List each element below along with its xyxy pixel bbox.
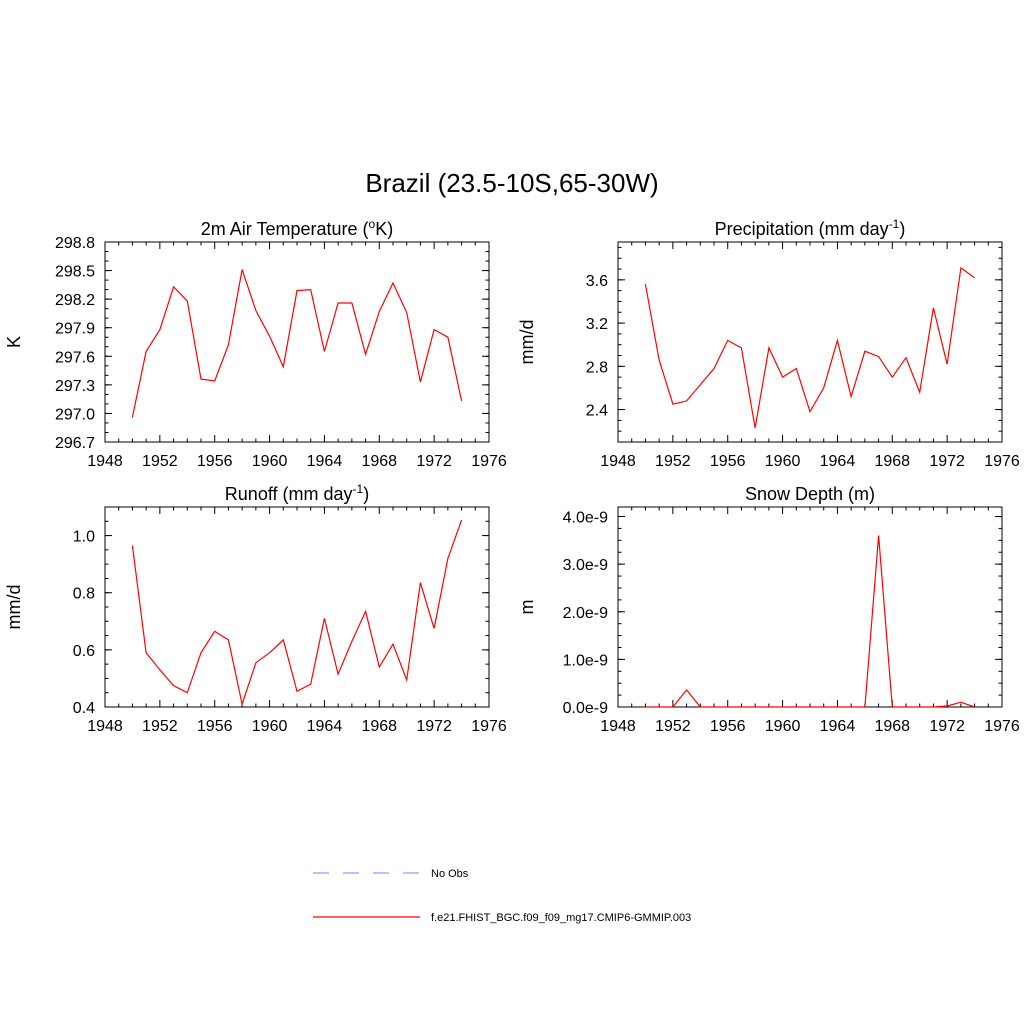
panel-title-text: Precipitation (mm day [715, 219, 889, 239]
panel-title-text: Snow Depth (m) [745, 484, 875, 504]
x-tick-label: 1964 [307, 453, 343, 470]
x-tick-label: 1968 [874, 718, 910, 735]
x-tick-label: 1968 [361, 718, 397, 735]
panel-title: 2m Air Temperature (oK) [201, 217, 393, 239]
y-tick-label: 298.2 [55, 292, 95, 309]
x-tick-label: 1964 [307, 718, 343, 735]
legend-label-1: f.e21.FHIST_BGC.f09_f09_mg17.CMIP6-GMMIP… [431, 912, 691, 924]
y-tick-label: 1.0e-9 [563, 652, 608, 669]
panel-title-superscript: -1 [353, 482, 364, 496]
x-tick-label: 1976 [984, 453, 1020, 470]
y-axis-label: K [4, 336, 24, 348]
panel-title-superscript: o [369, 217, 376, 231]
panel-title: Precipitation (mm day-1) [715, 217, 906, 239]
legend-label-0: No Obs [431, 868, 469, 880]
panel-title-suffix: ) [899, 219, 905, 239]
x-tick-label: 1976 [471, 453, 507, 470]
y-tick-label: 0.6 [73, 643, 95, 660]
series-line-0 [131, 519, 463, 707]
y-tick-label: 296.7 [55, 435, 95, 452]
panel-title-text: Runoff (mm day [225, 484, 353, 504]
panel-title: Snow Depth (m) [745, 484, 875, 504]
y-tick-label: 0.0e-9 [563, 700, 608, 717]
x-tick-label: 1948 [600, 453, 636, 470]
x-tick-label: 1976 [984, 718, 1020, 735]
y-tick-label: 4.0e-9 [563, 510, 608, 527]
chart-panel-2: Runoff (mm day-1) mm/d 1948 1952 1956 1960 196… [4, 482, 507, 735]
x-tick-label: 1952 [142, 453, 178, 470]
y-tick-label: 2.4 [586, 403, 608, 420]
x-tick-label: 1972 [929, 718, 965, 735]
panel-title-suffix: ) [363, 484, 369, 504]
y-axis-label: mm/d [517, 320, 537, 365]
x-tick-label: 1976 [471, 718, 507, 735]
y-tick-label: 297.6 [55, 349, 95, 366]
panel-title-suffix: K) [375, 219, 393, 239]
chart-panel-1: Precipitation (mm day-1) mm/d 1948 1952 1956… [517, 217, 1020, 470]
y-tick-label: 3.2 [586, 316, 608, 333]
plot-frame [104, 506, 490, 708]
x-tick-label: 1948 [87, 718, 123, 735]
y-tick-label: 298.5 [55, 264, 95, 281]
y-tick-label: 2.0e-9 [563, 605, 608, 622]
y-tick-label: 297.3 [55, 378, 95, 395]
x-tick-label: 1968 [874, 453, 910, 470]
x-tick-label: 1960 [252, 718, 288, 735]
y-tick-label: 0.8 [73, 586, 95, 603]
x-tick-label: 1968 [361, 453, 397, 470]
y-tick-label: 298.8 [55, 235, 95, 252]
y-tick-label: 0.4 [73, 700, 95, 717]
x-tick-label: 1964 [820, 453, 856, 470]
x-tick-label: 1952 [655, 718, 691, 735]
x-tick-label: 1952 [655, 453, 691, 470]
panel-title-superscript: -1 [889, 217, 900, 231]
figure-title: Brazil (23.5-10S,65-30W) [365, 168, 659, 198]
panel-title-text: 2m Air Temperature ( [201, 219, 369, 239]
x-tick-label: 1956 [197, 453, 233, 470]
x-tick-label: 1956 [710, 718, 746, 735]
y-tick-label: 3.6 [586, 273, 608, 290]
x-tick-label: 1972 [929, 453, 965, 470]
y-tick-label: 297.9 [55, 321, 95, 338]
x-tick-label: 1960 [765, 718, 801, 735]
plot-frame [617, 506, 1003, 708]
x-tick-label: 1952 [142, 718, 178, 735]
y-axis-label: mm/d [4, 585, 24, 630]
y-tick-label: 297.0 [55, 406, 95, 423]
x-tick-label: 1956 [197, 718, 233, 735]
x-tick-label: 1960 [252, 453, 288, 470]
chart-panel-3: Snow Depth (m) m 1948 1952 1956 1960 1964 1968 1… [517, 484, 1020, 735]
chart-panel-0: 2m Air Temperature (oK) K 1948 1952 1956 1960… [4, 217, 507, 470]
x-tick-label: 1948 [600, 718, 636, 735]
x-tick-label: 1960 [765, 453, 801, 470]
series-line-0 [645, 535, 975, 708]
y-tick-label: 1.0 [73, 529, 95, 546]
legend: No Obs f.e21.FHIST_BGC.f09_f09_mg17.CMIP6… [313, 868, 691, 924]
y-axis-label: m [517, 600, 537, 615]
x-tick-label: 1972 [416, 718, 452, 735]
x-tick-label: 1964 [820, 718, 856, 735]
y-tick-label: 3.0e-9 [563, 557, 608, 574]
series-line-0 [644, 266, 975, 429]
x-tick-label: 1956 [710, 453, 746, 470]
panel-title: Runoff (mm day-1) [225, 482, 369, 504]
x-tick-label: 1948 [87, 453, 123, 470]
series-line-0 [131, 269, 463, 418]
y-tick-label: 2.8 [586, 359, 608, 376]
x-tick-label: 1972 [416, 453, 452, 470]
